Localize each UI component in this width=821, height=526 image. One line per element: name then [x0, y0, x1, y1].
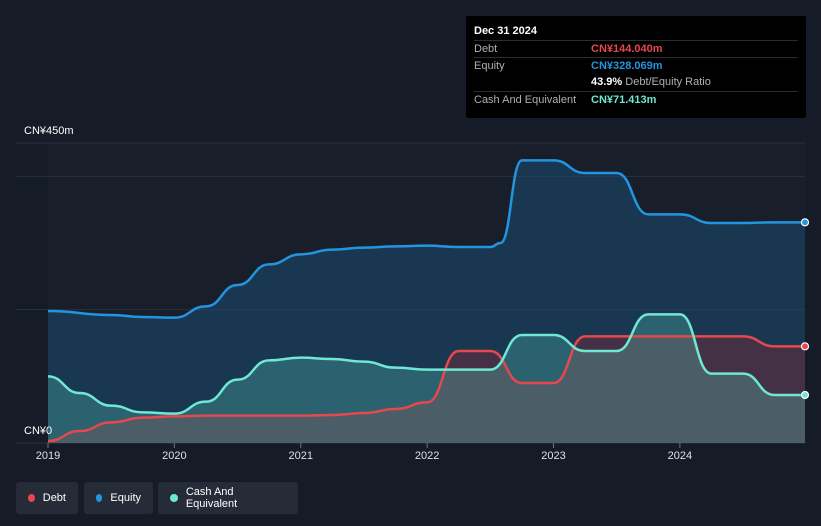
- tooltip-equity-value: CN¥328.069m: [591, 60, 663, 72]
- x-tick-label: 2023: [541, 450, 566, 462]
- tooltip-debt-label: Debt: [474, 43, 498, 55]
- x-tick-label: 2020: [162, 450, 187, 462]
- tooltip-debt-row: Debt CN¥144.040m: [474, 40, 798, 58]
- chart-area: [16, 142, 810, 448]
- cash-line: [47, 313, 805, 415]
- tooltip-date: Dec 31 2024: [474, 25, 537, 37]
- tooltip-debt-value: CN¥144.040m: [591, 43, 663, 55]
- legend-item-cash[interactable]: Cash And Equivalent: [158, 482, 298, 514]
- debt-dot-icon: [28, 494, 35, 502]
- x-tick-label: 2019: [35, 450, 61, 462]
- tooltip-ratio-row: 43.9% Debt/Equity Ratio: [474, 74, 798, 91]
- equity-dot-icon: [96, 494, 103, 502]
- y-axis-top-label: CN¥450m: [24, 125, 74, 137]
- cash-dot-icon: [170, 494, 178, 502]
- equity-line: [47, 159, 805, 319]
- tooltip-cash-value: CN¥71.413m: [591, 94, 657, 106]
- debt-end-marker: [800, 342, 810, 351]
- x-tick-label: 2022: [414, 450, 440, 462]
- tooltip-ratio-label: Debt/Equity Ratio: [625, 76, 711, 88]
- tooltip-ratio: 43.9% Debt/Equity Ratio: [591, 76, 711, 88]
- x-ticks: [47, 443, 681, 448]
- legend-cash-label: Cash And Equivalent: [185, 486, 238, 510]
- y-axis-bottom-label: CN¥0: [24, 425, 53, 437]
- tooltip-cash-row: Cash And Equivalent CN¥71.413m: [474, 91, 798, 109]
- end-markers: [800, 218, 810, 400]
- legend-item-debt[interactable]: Debt: [16, 482, 78, 514]
- tooltip-equity-row: Equity CN¥328.069m: [474, 57, 798, 75]
- legend-debt-label: Debt: [42, 492, 66, 504]
- debt-line: [47, 335, 805, 443]
- x-tick-label: 2021: [288, 450, 313, 462]
- legend-equity-label: Equity: [110, 492, 141, 504]
- x-tick-label: 2024: [667, 450, 693, 462]
- equity-end-marker: [800, 218, 810, 227]
- equity-area: [48, 160, 805, 444]
- tooltip-equity-label: Equity: [474, 60, 505, 72]
- tooltip: Dec 31 2024 Debt CN¥144.040m Equity CN¥3…: [466, 16, 806, 118]
- tooltip-ratio-value: 43.9%: [591, 76, 623, 88]
- tooltip-cash-label: Cash And Equivalent: [474, 94, 577, 106]
- legend-item-equity[interactable]: Equity: [84, 482, 153, 514]
- series-layer: [47, 159, 805, 444]
- cash-area: [48, 314, 805, 443]
- cash-end-marker: [800, 390, 810, 400]
